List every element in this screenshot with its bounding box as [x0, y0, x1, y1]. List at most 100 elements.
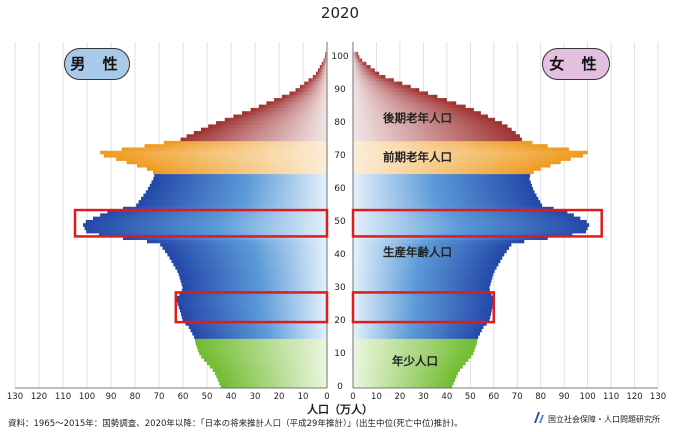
- x-tick-label: 30: [249, 392, 261, 402]
- female-bar-age-74: [353, 140, 533, 145]
- male-bar-age-10: [199, 351, 327, 356]
- male-bar-age-95: [315, 71, 327, 76]
- female-bar-age-56: [353, 200, 541, 204]
- male-bar-age-6: [209, 364, 327, 369]
- female-bar-age-43: [353, 243, 512, 247]
- male-bar-age-57: [141, 196, 327, 201]
- x-tick-label: 50: [201, 392, 213, 402]
- male-bar-age-5: [212, 368, 327, 372]
- female-bar-age-83: [353, 111, 481, 115]
- x-tick-label: 40: [225, 392, 237, 402]
- female-bar-age-55: [353, 203, 543, 208]
- male-bar-age-23: [180, 308, 327, 313]
- x-tick-label: 0: [350, 392, 356, 402]
- female-bar-age-53: [353, 210, 568, 214]
- male-bar-age-45: [123, 236, 327, 241]
- male-bar-age-94: [312, 74, 327, 79]
- male-bar-age-21: [181, 315, 327, 320]
- y-tick-label: 60: [334, 184, 346, 195]
- female-bar-age-34: [353, 272, 494, 277]
- female-bar-age-27: [353, 295, 493, 300]
- female-bar-age-8: [353, 358, 469, 362]
- male-bar-age-12: [196, 345, 327, 349]
- male-bar-age-56: [138, 200, 327, 204]
- female-bar-age-5: [353, 368, 460, 372]
- x-tick-label: 120: [626, 392, 643, 402]
- x-tick-label: 20: [394, 392, 406, 402]
- male-bar-age-87: [274, 98, 327, 102]
- male-bar-age-64: [154, 173, 327, 178]
- male-bar-age-8: [204, 358, 327, 362]
- female-bar-age-37: [353, 262, 499, 267]
- male-bar-age-75: [180, 137, 327, 142]
- highlight-box-male-0: [73, 208, 329, 238]
- male-bar-age-81: [224, 117, 327, 122]
- highlight-boxes: [73, 208, 603, 324]
- male-bar-age-78: [201, 127, 327, 132]
- female-bar-age-42: [353, 246, 510, 250]
- y-tick-label: 30: [334, 283, 346, 294]
- male-bar-age-33: [179, 275, 327, 280]
- female-bar-age-36: [353, 266, 497, 270]
- female-bar-age-80: [353, 121, 502, 125]
- female-bar-age-38: [353, 259, 501, 264]
- male-bar-age-32: [180, 279, 327, 283]
- male-bar-age-14: [195, 338, 327, 343]
- x-tick-label: 10: [297, 392, 309, 402]
- x-tick-label: 120: [30, 392, 48, 402]
- male-bar-age-39: [169, 256, 327, 260]
- female-bar-age-46: [353, 233, 573, 237]
- female-bar-age-32: [353, 279, 492, 283]
- female-bar-age-13: [353, 341, 477, 346]
- female-bar-age-47: [353, 229, 587, 234]
- female-bar-age-1: [353, 381, 454, 386]
- male-bar-age-80: [216, 121, 327, 125]
- y-tick-label: 80: [334, 118, 346, 129]
- male-bar-age-59: [145, 190, 327, 194]
- female-bar-age-23: [353, 308, 492, 313]
- x-tick-label: 100: [78, 392, 96, 402]
- female-bar-age-14: [353, 338, 478, 343]
- female-bar-age-86: [353, 101, 457, 105]
- male-bar-age-70: [103, 154, 327, 158]
- male-bar-age-4: [214, 371, 327, 376]
- x-tick-label: 130: [649, 392, 667, 402]
- male-bar-age-38: [171, 259, 327, 264]
- male-bar-age-17: [190, 328, 327, 333]
- male-bar-age-35: [177, 269, 327, 273]
- group-label-early-elderly: 前期老年人口: [383, 150, 452, 164]
- male-bar-age-28: [179, 292, 327, 297]
- female-bar-age-28: [353, 292, 492, 297]
- female-bar-age-33: [353, 275, 493, 280]
- male-bar-age-16: [192, 331, 327, 336]
- male-bar-age-25: [177, 302, 327, 306]
- y-tick-label: 20: [334, 316, 346, 327]
- female-bar-age-39: [353, 256, 503, 260]
- female-bar-age-85: [353, 104, 466, 109]
- female-bar-age-99: [353, 58, 363, 63]
- female-bar-age-94: [353, 74, 386, 79]
- male-bar-age-97: [319, 65, 327, 69]
- female-bar-age-89: [353, 91, 429, 96]
- male-bar-age-0: [220, 384, 327, 389]
- chart-title: 2020: [320, 4, 360, 22]
- female-bar-age-64: [353, 173, 531, 178]
- male-bar-age-26: [176, 299, 327, 303]
- male-bar-age-100: [324, 55, 327, 59]
- female-bar-age-69: [353, 157, 571, 161]
- male-bar-age-82: [233, 114, 327, 119]
- female-bar-age-19: [353, 322, 487, 326]
- male-bar-age-62: [151, 180, 327, 184]
- x-tick-label: 130: [6, 392, 24, 402]
- female-bar-age-76: [353, 134, 520, 138]
- female-bar-age-77: [353, 130, 516, 135]
- x-tick-label: 30: [417, 392, 429, 402]
- y-tick-label: 0: [337, 382, 343, 392]
- female-bar-age-6: [353, 364, 463, 369]
- x-tick-label: 10: [371, 392, 382, 402]
- male-bar-age-83: [242, 111, 327, 115]
- female-bar-age-7: [353, 361, 466, 366]
- female-bar-age-50: [353, 219, 587, 224]
- female-bar-age-63: [353, 177, 530, 181]
